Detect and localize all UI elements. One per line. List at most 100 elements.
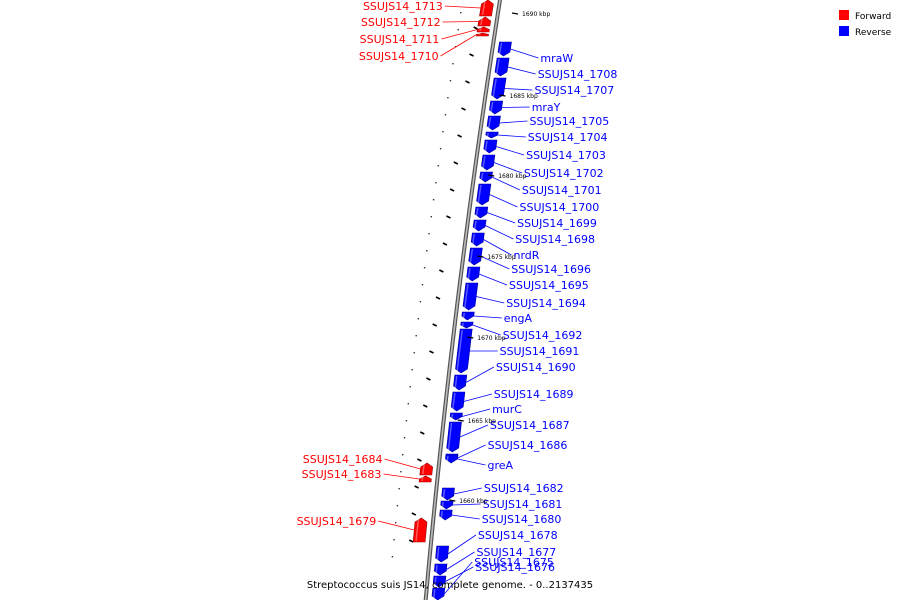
- gene-label-murc[interactable]: murC: [492, 403, 522, 416]
- gene-arrow[interactable]: [483, 139, 498, 154]
- gene-arrow[interactable]: [476, 183, 492, 206]
- gene-label-ssujs14-1704[interactable]: SSUJS14_1704: [528, 131, 608, 144]
- gene-mray[interactable]: [489, 100, 504, 115]
- gene-label-ssujs14-1708[interactable]: SSUJS14_1708: [538, 68, 618, 81]
- gene-ssujs14-1677[interactable]: [433, 563, 448, 576]
- gene-arrow[interactable]: [455, 328, 473, 374]
- gene-ssujs14-1682[interactable]: [441, 487, 455, 501]
- gene-arrow[interactable]: [449, 412, 463, 421]
- gene-label-ssujs14-1692[interactable]: SSUJS14_1692: [503, 329, 583, 342]
- gene-ssujs14-1689[interactable]: [450, 391, 466, 412]
- gene-ssujs14-1678[interactable]: [435, 545, 450, 563]
- gene-arrow[interactable]: [466, 266, 481, 282]
- gene-arrow[interactable]: [450, 391, 466, 412]
- gene-ssujs14-1695[interactable]: [466, 266, 481, 282]
- gene-label-ssujs14-1700[interactable]: SSUJS14_1700: [520, 201, 600, 214]
- gene-arrow[interactable]: [479, 0, 494, 17]
- gene-label-ssujs14-1707[interactable]: SSUJS14_1707: [535, 84, 615, 97]
- gene-label-ssujs14-1701[interactable]: SSUJS14_1701: [522, 184, 602, 197]
- gene-ssujs14-1702[interactable]: [481, 154, 496, 171]
- gene-ssujs14-1701[interactable]: [479, 171, 493, 183]
- gene-arrow[interactable]: [453, 374, 468, 391]
- gene-ssujs14-1691[interactable]: [455, 328, 473, 374]
- gene-ssujs14-1684[interactable]: [419, 462, 434, 476]
- gene-label-ssujs14-1696[interactable]: SSUJS14_1696: [511, 263, 591, 276]
- gene-label-ssujs14-1677[interactable]: SSUJS14_1677: [477, 546, 557, 559]
- gene-ssujs14-1694[interactable]: [462, 282, 479, 311]
- gene-ssujs14-1696[interactable]: [468, 247, 483, 266]
- gene-arrow[interactable]: [445, 454, 459, 464]
- gene-label-ssujs14-1699[interactable]: SSUJS14_1699: [517, 217, 597, 230]
- gene-arrow[interactable]: [470, 232, 485, 247]
- gene-ssujs14-1687[interactable]: [446, 421, 462, 453]
- gene-arrow[interactable]: [461, 311, 475, 321]
- gene-ssujs14-1690[interactable]: [453, 374, 468, 391]
- gene-ssujs14-1676[interactable]: [432, 575, 447, 588]
- gene-ssujs14-1707[interactable]: [491, 77, 507, 100]
- gene-arrow[interactable]: [418, 475, 432, 483]
- gene-arrow[interactable]: [432, 575, 447, 588]
- gene-label-mray[interactable]: mraY: [532, 101, 561, 114]
- gene-label-enga[interactable]: engA: [504, 312, 533, 325]
- gene-ssujs14-1708[interactable]: [494, 57, 510, 77]
- gene-arrow[interactable]: [472, 219, 487, 232]
- gene-ssujs14-1699[interactable]: [474, 206, 489, 219]
- gene-label-ssujs14-1681[interactable]: SSUJS14_1681: [483, 498, 563, 511]
- gene-label-ssujs14-1690[interactable]: SSUJS14_1690: [496, 361, 576, 374]
- gene-arrow[interactable]: [481, 154, 496, 171]
- gene-label-ssujs14-1689[interactable]: SSUJS14_1689: [494, 388, 574, 401]
- gene-ssujs14-1711[interactable]: [476, 26, 490, 33]
- gene-label-ssujs14-1682[interactable]: SSUJS14_1682: [484, 482, 564, 495]
- gene-arrow[interactable]: [476, 32, 489, 37]
- gene-label-ssujs14-1675[interactable]: SSUJS14_1675: [474, 556, 554, 569]
- gene-arrow[interactable]: [497, 41, 512, 57]
- gene-ssujs14-1713[interactable]: [479, 0, 494, 17]
- gene-label-ssujs14-1676[interactable]: SSUJS14_1676: [475, 561, 555, 574]
- gene-ssujs14-1698[interactable]: [472, 219, 487, 232]
- gene-label-ssujs14-1711[interactable]: SSUJS14_1711: [360, 33, 440, 46]
- gene-ssujs14-1700[interactable]: [476, 183, 492, 206]
- gene-ssujs14-1704[interactable]: [485, 131, 499, 139]
- gene-label-ssujs14-1684[interactable]: SSUJS14_1684: [303, 453, 383, 466]
- gene-label-ssujs14-1680[interactable]: SSUJS14_1680: [482, 513, 562, 526]
- gene-arrow[interactable]: [419, 462, 434, 476]
- gene-arrow[interactable]: [489, 100, 504, 115]
- gene-label-ssujs14-1694[interactable]: SSUJS14_1694: [506, 297, 586, 310]
- gene-label-ssujs14-1705[interactable]: SSUJS14_1705: [530, 115, 610, 128]
- gene-arrow[interactable]: [435, 545, 450, 563]
- gene-label-ssujs14-1713[interactable]: SSUJS14_1713: [363, 0, 443, 13]
- gene-ssujs14-1683[interactable]: [418, 475, 432, 483]
- gene-label-ssujs14-1703[interactable]: SSUJS14_1703: [526, 149, 606, 162]
- gene-label-ssujs14-1712[interactable]: SSUJS14_1712: [361, 16, 441, 29]
- gene-label-grea[interactable]: greA: [488, 459, 514, 472]
- gene-ssujs14-1703[interactable]: [483, 139, 498, 154]
- gene-arrow[interactable]: [485, 131, 499, 139]
- gene-label-mraw[interactable]: mraW: [540, 52, 573, 65]
- gene-label-ssujs14-1679[interactable]: SSUJS14_1679: [297, 515, 377, 528]
- gene-label-ssujs14-1687[interactable]: SSUJS14_1687: [490, 419, 570, 432]
- gene-label-ssujs14-1678[interactable]: SSUJS14_1678: [478, 529, 558, 542]
- gene-arrow[interactable]: [468, 247, 483, 266]
- gene-arrow[interactable]: [446, 421, 462, 453]
- gene-arrow[interactable]: [491, 77, 507, 100]
- gene-ssujs14-1681[interactable]: [440, 500, 454, 510]
- gene-arrow[interactable]: [494, 57, 510, 77]
- gene-label-ssujs14-1686[interactable]: SSUJS14_1686: [488, 439, 568, 452]
- gene-ssujs14-1679[interactable]: [412, 517, 428, 543]
- gene-label-ssujs14-1683[interactable]: SSUJS14_1683: [302, 468, 382, 481]
- gene-ssujs14-1675[interactable]: [431, 587, 446, 600]
- gene-arrow[interactable]: [479, 171, 493, 183]
- gene-arrow[interactable]: [440, 500, 454, 510]
- gene-ssujs14-1705[interactable]: [486, 115, 501, 131]
- gene-ssujs14-1680[interactable]: [439, 509, 453, 521]
- gene-label-ssujs14-1710[interactable]: SSUJS14_1710: [359, 50, 439, 63]
- gene-murc[interactable]: [449, 412, 463, 421]
- gene-arrow[interactable]: [412, 517, 428, 543]
- gene-ssujs14-1692[interactable]: [460, 321, 474, 329]
- gene-ssujs14-1710[interactable]: [476, 32, 489, 37]
- gene-arrow[interactable]: [476, 26, 490, 33]
- gene-arrow[interactable]: [474, 206, 489, 219]
- gene-arrow[interactable]: [441, 487, 455, 501]
- gene-ssujs14-1712[interactable]: [477, 16, 492, 27]
- gene-mraw[interactable]: [497, 41, 512, 57]
